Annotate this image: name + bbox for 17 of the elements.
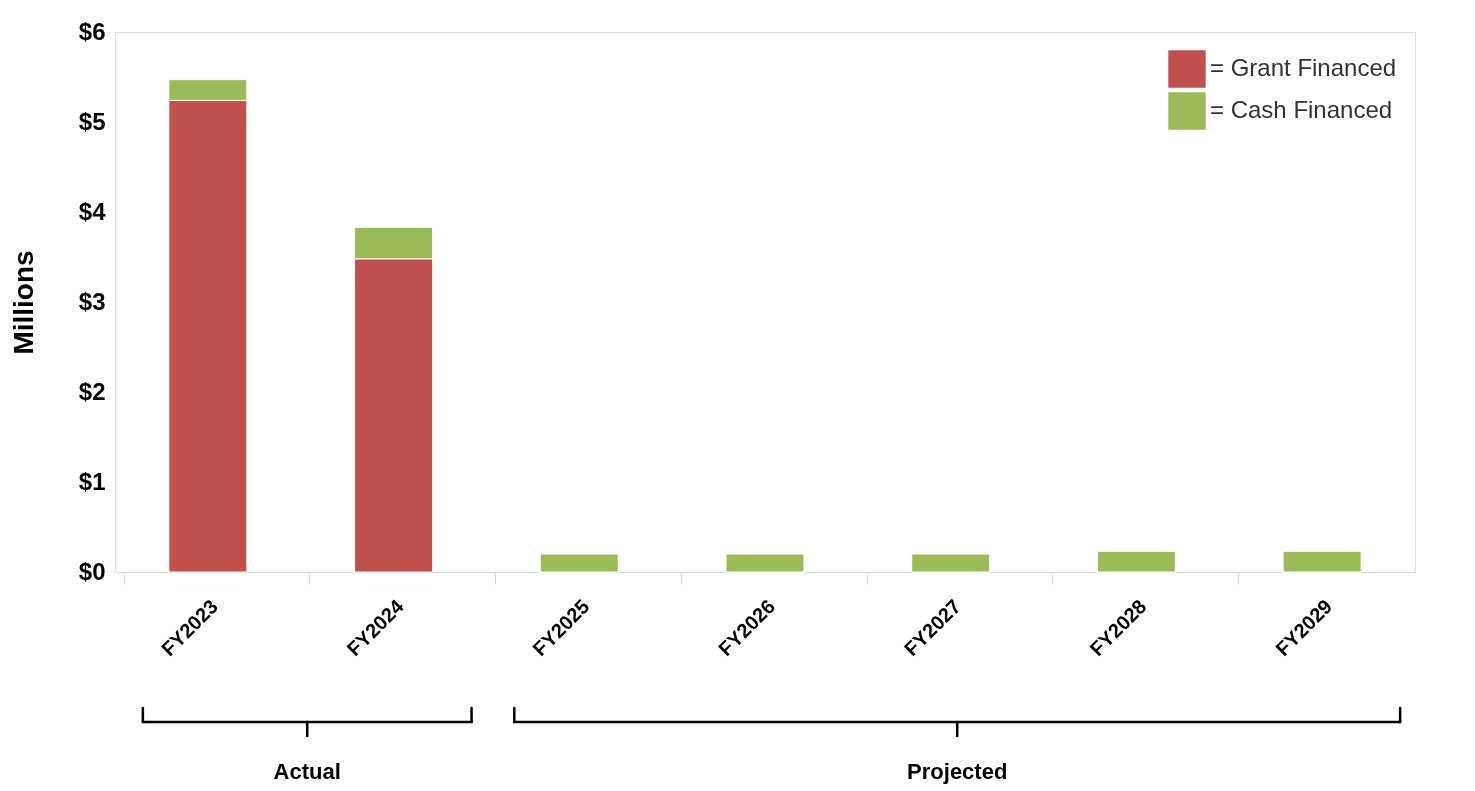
y-tick-label: $4 <box>78 197 107 225</box>
text: Projected <box>907 759 1008 784</box>
y-tick-label: $5 <box>78 107 106 135</box>
text: Actual <box>273 759 341 784</box>
bar <box>1282 550 1362 573</box>
bar <box>539 553 619 573</box>
y-tick-label: $6 <box>78 17 106 45</box>
bar <box>725 553 805 573</box>
bar <box>1096 550 1176 573</box>
y-tick-label: $2 <box>78 377 106 405</box>
y-tick-label: $3 <box>78 287 106 315</box>
y-tick-label: $0 <box>78 557 106 585</box>
y-tick-label: $1 <box>78 467 106 495</box>
legend-label: = Cash Financed <box>1210 96 1393 123</box>
bar <box>911 553 991 573</box>
y-axis-title: Millions <box>7 250 39 355</box>
legend-label: = Grant Financed <box>1210 54 1397 81</box>
